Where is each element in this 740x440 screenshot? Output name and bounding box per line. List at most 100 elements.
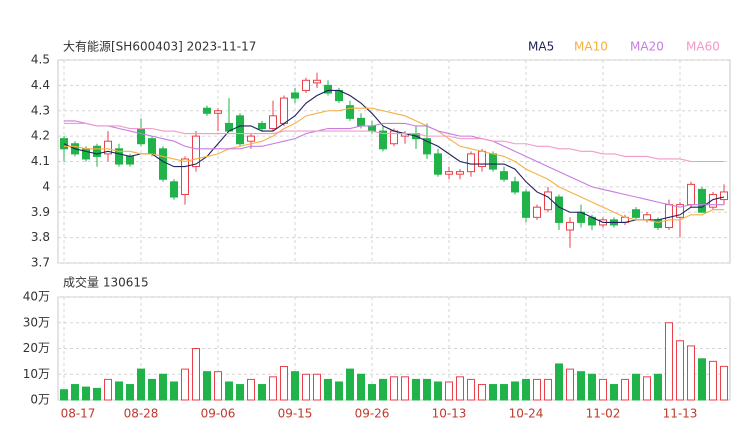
legend-label: MA20 <box>630 40 664 54</box>
candle-body <box>654 219 662 228</box>
volume-title: 成交量 130615 <box>63 275 149 290</box>
candle-body <box>379 130 387 150</box>
candle-body <box>489 153 497 170</box>
volume-bar <box>82 386 90 401</box>
candle-body <box>544 191 552 211</box>
candle-body <box>687 183 695 206</box>
y-tick-label: 4 <box>42 179 50 193</box>
volume-bar <box>621 378 629 401</box>
candle-body <box>434 153 442 175</box>
volume-bar <box>489 384 497 401</box>
volume-bar <box>148 378 156 401</box>
volume-bar <box>434 381 442 401</box>
chart-title: 大有能源[SH600403] 2023-11-17 <box>63 40 256 54</box>
volume-bar <box>170 381 178 401</box>
volume-bar <box>93 387 101 401</box>
candle-body <box>104 140 112 155</box>
candle-body <box>566 221 574 231</box>
candle-body <box>522 191 530 218</box>
volume-bar <box>137 368 145 401</box>
y-tick-label: 4.1 <box>31 154 50 168</box>
candle-body <box>467 153 475 173</box>
candle-body <box>456 171 464 175</box>
x-tick-label: 10-13 <box>432 407 467 421</box>
y-tick-label: 4.5 <box>31 53 50 67</box>
volume-bar <box>445 381 453 401</box>
candle-body <box>390 130 398 145</box>
candle-body <box>511 181 519 193</box>
volume-bar <box>566 368 574 401</box>
legend-label: MA60 <box>686 40 720 54</box>
candle-body <box>148 138 156 155</box>
candle-body <box>247 135 255 142</box>
volume-bar <box>115 381 123 401</box>
candle-body <box>643 214 651 221</box>
ma-line <box>64 107 724 223</box>
volume-bar <box>280 366 288 401</box>
y-tick-label: 30万 <box>23 315 50 329</box>
candle-body <box>720 191 728 201</box>
volume-bar <box>269 376 277 401</box>
candle-body <box>533 206 541 218</box>
volume-bar <box>302 373 310 401</box>
candle-body <box>445 171 453 175</box>
x-tick-label: 09-26 <box>355 407 390 421</box>
volume-bar <box>247 378 255 401</box>
volume-bar <box>588 373 596 401</box>
x-tick-label: 10-24 <box>509 407 544 421</box>
volume-bar <box>643 376 651 401</box>
candle-body <box>159 148 167 180</box>
candle-body <box>214 110 222 114</box>
ma-line <box>64 120 724 208</box>
x-tick-label: 08-28 <box>124 407 159 421</box>
candle-body <box>192 135 200 168</box>
ma-line <box>64 122 724 163</box>
candle-body <box>676 204 684 218</box>
volume-bar <box>401 376 409 401</box>
x-tick-label: 11-02 <box>586 407 621 421</box>
volume-bar <box>544 378 552 401</box>
volume-bar <box>159 373 167 401</box>
volume-bar <box>709 360 717 401</box>
candle-body <box>280 97 288 124</box>
candle-body <box>93 145 101 157</box>
volume-bar <box>390 376 398 401</box>
volume-bar <box>412 378 420 401</box>
volume-bar <box>203 371 211 401</box>
candle-body <box>500 171 508 180</box>
candle-body <box>346 105 354 119</box>
volume-bar <box>423 378 431 401</box>
volume-bar <box>60 389 68 401</box>
candle-body <box>170 181 178 198</box>
volume-bar <box>478 384 486 401</box>
y-tick-label: 40万 <box>23 290 50 304</box>
y-tick-label: 10万 <box>23 367 50 381</box>
y-tick-label: 4.4 <box>31 78 50 92</box>
volume-bar <box>313 373 321 401</box>
y-tick-label: 3.7 <box>31 256 50 270</box>
volume-bar <box>533 378 541 401</box>
candle-body <box>269 115 277 130</box>
x-tick-label: 08-17 <box>61 407 96 421</box>
x-tick-label: 09-06 <box>201 407 236 421</box>
volume-bar <box>192 348 200 401</box>
candle-body <box>709 193 717 208</box>
volume-bar <box>379 378 387 401</box>
y-tick-label: 4.3 <box>31 103 50 117</box>
candle-body <box>302 79 310 91</box>
volume-bar <box>335 381 343 401</box>
volume-bar <box>291 371 299 401</box>
volume-bar <box>665 322 673 401</box>
legend-label: MA5 <box>528 40 554 54</box>
candle-body <box>203 107 211 114</box>
volume-bar <box>610 384 618 401</box>
volume-bar <box>698 358 706 401</box>
candle-body <box>368 125 376 132</box>
candle-body <box>236 115 244 145</box>
legend-label: MA10 <box>574 40 608 54</box>
volume-bar <box>500 384 508 401</box>
volume-bar <box>357 373 365 401</box>
y-tick-label: 3.9 <box>31 205 50 219</box>
candle-body <box>313 79 321 84</box>
volume-bar <box>104 378 112 401</box>
